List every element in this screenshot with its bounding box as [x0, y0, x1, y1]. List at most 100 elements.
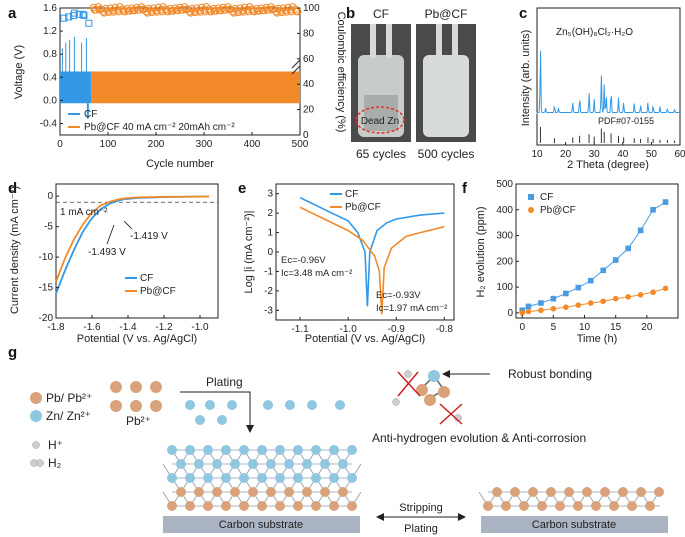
- panel-e-ytick-label: 2: [267, 208, 273, 219]
- lattice-pb-atom: [528, 487, 538, 497]
- panel-label-b: b: [346, 5, 355, 22]
- lattice-zn-atom: [212, 459, 222, 469]
- panel-d-frame: [55, 183, 219, 319]
- panel-f-point-pb: [525, 308, 532, 315]
- lattice-pb-atom: [519, 501, 529, 511]
- lattice-zn-atom: [185, 473, 195, 483]
- panel-a-xtick-label: 500: [292, 139, 309, 150]
- panel-f-ytick-label: 0: [507, 308, 513, 319]
- xrd-pattern: [536, 50, 680, 114]
- cf-ce-marker: [80, 12, 88, 20]
- panel-label-f: f: [462, 180, 468, 197]
- panel-f-xtick-label: 5: [551, 322, 557, 333]
- lattice-zn-atom: [293, 445, 303, 455]
- panel-a-ytick-label: 0.8: [43, 49, 57, 60]
- panel-d-annot-pb: -1.493 V: [88, 247, 126, 258]
- panel-d-series-pb: [55, 195, 210, 282]
- panel-a-y2tick-label: 0: [303, 130, 309, 141]
- panel-f-ytick-label: 200: [496, 256, 513, 267]
- vial-pb: [423, 55, 469, 137]
- panel-f-point-cf: [600, 267, 607, 274]
- lattice-pb-atom: [266, 487, 276, 497]
- zn-ion: [217, 415, 227, 425]
- molecule-h-2: [392, 398, 400, 406]
- panel-e-ytick-label: 1: [267, 228, 273, 239]
- lattice-pb-atom: [618, 487, 628, 497]
- panel-e-series-pb: [299, 206, 445, 315]
- panel-b-label-pb: Pb@CF: [425, 7, 468, 21]
- panel-f-point-pb: [625, 294, 631, 300]
- lattice-zn-atom: [293, 473, 303, 483]
- panel-b-caption-cf: 65 cycles: [356, 147, 406, 161]
- panel-a-y2tick-label: 100: [303, 3, 320, 14]
- panel-label-d: d: [8, 180, 17, 197]
- panel-d-chart: -1.8 -1.6 -1.4 -1.2 -1.0 -20 -15 -10 -5 0 1 mA cm…: [9, 183, 219, 345]
- lattice-pb-atom: [654, 487, 664, 497]
- pb-ce-marker: [100, 8, 108, 17]
- lattice-zn-atom: [311, 473, 321, 483]
- lattice-pb-atom: [239, 501, 249, 511]
- panel-d-xtick-label: -1.8: [47, 322, 65, 333]
- panel-d-ytick-label: -20: [39, 313, 54, 324]
- panel-f-point-cf: [575, 284, 582, 291]
- lattice-zn-atom: [239, 473, 249, 483]
- plating-arrow-head: [246, 425, 254, 433]
- panel-d-xtick-label: -1.0: [191, 322, 209, 333]
- panel-f-point-pb: [587, 300, 594, 306]
- lattice-zn-atom: [284, 459, 294, 469]
- panel-e-cf-ic: Iᴄ=3.48 mA cm⁻²: [281, 268, 352, 279]
- panel-f-point-pb: [600, 298, 607, 305]
- lattice-zn-atom: [275, 445, 285, 455]
- panel-f-point-cf: [525, 303, 532, 310]
- pb-ce-marker: [234, 8, 243, 17]
- panel-g-schematic: Pb/ Pb²⁺ Zn/ Zn²⁺ H⁺ H₂ Pb²⁺ Plating: [30, 367, 668, 535]
- panel-f-point-pb: [538, 307, 544, 314]
- lattice-zn-atom: [320, 459, 330, 469]
- panel-e-series-cf: [299, 196, 445, 307]
- panel-f-ylabel: H₂ evolution (ppm): [475, 206, 487, 297]
- panel-f-xtick-label: 20: [641, 322, 653, 333]
- lattice-zn-atom: [302, 459, 312, 469]
- panel-e-xtick-label: -1.1: [291, 324, 309, 335]
- lattice-zn-atom: [230, 459, 240, 469]
- lattice-pb-atom: [555, 501, 565, 511]
- panel-e-ytick-label: -1: [264, 266, 273, 277]
- lattice-pb-atom: [194, 487, 204, 497]
- panel-f-xtick-label: 0: [519, 322, 525, 333]
- wire-cf-1: [370, 24, 376, 58]
- panel-a-ytick-label: 0.4: [43, 72, 57, 83]
- panel-a-y2tick-label: 20: [303, 105, 315, 116]
- panel-f-point-cf: [563, 290, 569, 297]
- lattice-zn-atom: [329, 473, 339, 483]
- panel-a-ytick-label: 0.0: [43, 95, 57, 106]
- panel-f-legend-cf-marker: [528, 194, 534, 200]
- zn-ion: [205, 400, 215, 410]
- lattice-zn-atom: [347, 473, 357, 483]
- pb-ce-marker: [186, 8, 195, 17]
- panel-b-photos: CF Pb@CF Dead Zn 65 cycles 500 cycles: [351, 7, 476, 161]
- panel-f-point-cf: [637, 227, 644, 234]
- zn-ion: [335, 400, 345, 410]
- panel-b-caption-pb: 500 cycles: [418, 147, 475, 161]
- lattice-pb-atom: [248, 487, 258, 497]
- lattice-pb-atom: [573, 501, 583, 511]
- lattice-zn-atom: [248, 459, 258, 469]
- pb-ce-marker: [196, 8, 204, 16]
- lattice-zn-atom: [176, 459, 186, 469]
- zn-ion: [227, 400, 237, 410]
- panel-a-legend-cf: CF: [84, 109, 97, 120]
- legend-h-label: H⁺: [48, 438, 63, 452]
- wire-cf-2: [386, 24, 392, 58]
- panel-label-c: c: [519, 5, 527, 22]
- zn-ion: [307, 400, 317, 410]
- molecule-cross-1: [397, 371, 421, 397]
- panel-d-xtick-label: -1.2: [155, 322, 173, 333]
- panel-f-point-pb: [650, 289, 656, 296]
- panel-f-ytick-label: 400: [496, 205, 513, 216]
- lattice-pb-atom: [501, 501, 511, 511]
- lattice-pb-atom: [609, 501, 619, 511]
- panel-d-xtick-label: -1.4: [119, 322, 137, 333]
- panel-a-xtick-label: 200: [148, 139, 165, 150]
- lattice-pb-atom: [645, 501, 655, 511]
- panel-f-frame: [515, 183, 679, 319]
